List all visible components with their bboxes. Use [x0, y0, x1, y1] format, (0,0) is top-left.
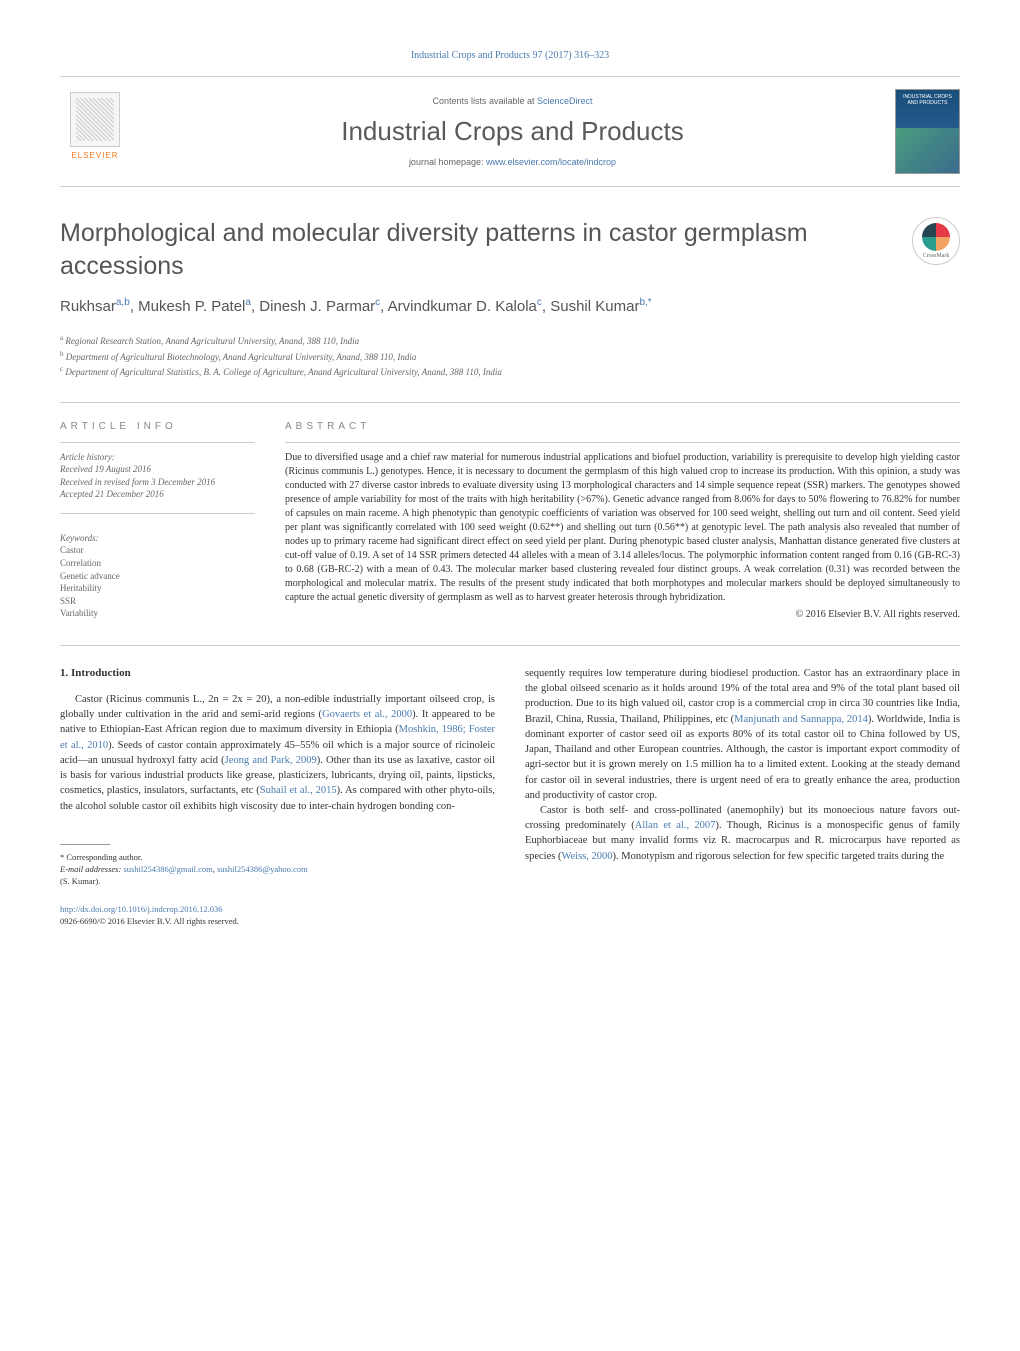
abstract-label: ABSTRACT	[285, 421, 960, 432]
accepted-date: Accepted 21 December 2016	[60, 488, 255, 501]
keywords-label: Keywords:	[60, 532, 255, 545]
ref-link[interactable]: Allan et al., 2007	[635, 820, 716, 831]
body-columns: 1. Introduction Castor (Ricinus communis…	[60, 666, 960, 927]
keyword-item: Correlation	[60, 557, 255, 570]
intro-paragraph-1-cont: sequently requires low temperature durin…	[525, 666, 960, 803]
history-label: Article history:	[60, 451, 255, 464]
divider	[60, 402, 960, 403]
page-container: Industrial Crops and Products 97 (2017) …	[0, 0, 1020, 977]
keyword-item: SSR	[60, 595, 255, 608]
journal-cover-image	[896, 128, 959, 173]
keyword-item: Genetic advance	[60, 570, 255, 583]
contents-prefix: Contents lists available at	[432, 96, 537, 106]
affiliation-line: c Department of Agricultural Statistics,…	[60, 364, 960, 380]
intro-heading: 1. Introduction	[60, 666, 495, 682]
contents-line: Contents lists available at ScienceDirec…	[130, 96, 895, 106]
journal-cover-thumbnail: INDUSTRIAL CROPS AND PRODUCTS	[895, 89, 960, 174]
keywords-list: CastorCorrelationGenetic advanceHeritabi…	[60, 544, 255, 620]
abstract-text: Due to diversified usage and a chief raw…	[285, 451, 960, 605]
title-row: Morphological and molecular diversity pa…	[60, 217, 960, 282]
intro-paragraph-2: Castor is both self- and cross-pollinate…	[525, 803, 960, 864]
elsevier-label: ELSEVIER	[71, 151, 118, 160]
copyright-line: © 2016 Elsevier B.V. All rights reserved…	[285, 609, 960, 620]
elsevier-tree-icon	[70, 92, 120, 147]
abstract-divider	[285, 442, 960, 443]
corr-author-name: (S. Kumar).	[60, 875, 495, 887]
body-column-right: sequently requires low temperature durin…	[525, 666, 960, 927]
ref-link[interactable]: Suhail et al., 2015	[260, 785, 337, 796]
body-column-left: 1. Introduction Castor (Ricinus communis…	[60, 666, 495, 927]
keyword-item: Variability	[60, 607, 255, 620]
article-history: Article history: Received 19 August 2016…	[60, 451, 255, 501]
keywords-block: Keywords: CastorCorrelationGenetic advan…	[60, 532, 255, 620]
keywords-divider	[60, 513, 255, 514]
article-info-column: ARTICLE INFO Article history: Received 1…	[60, 421, 255, 621]
journal-homepage: journal homepage: www.elsevier.com/locat…	[130, 157, 895, 167]
received-date: Received 19 August 2016	[60, 463, 255, 476]
affiliations: a Regional Research Station, Anand Agric…	[60, 333, 960, 380]
corr-label: * Corresponding author.	[60, 851, 495, 863]
journal-center: Contents lists available at ScienceDirec…	[130, 96, 895, 167]
elsevier-logo: ELSEVIER	[60, 92, 130, 172]
homepage-prefix: journal homepage:	[409, 157, 486, 167]
body-divider	[60, 645, 960, 646]
footer-separator	[60, 844, 110, 845]
authors-line: Rukhsara,b, Mukesh P. Patela, Dinesh J. …	[60, 297, 960, 315]
journal-header: ELSEVIER Contents lists available at Sci…	[60, 76, 960, 187]
affiliation-line: b Department of Agricultural Biotechnolo…	[60, 349, 960, 365]
info-abstract-row: ARTICLE INFO Article history: Received 1…	[60, 421, 960, 621]
abstract-column: ABSTRACT Due to diversified usage and a …	[285, 421, 960, 621]
citation-header: Industrial Crops and Products 97 (2017) …	[60, 50, 960, 61]
email-link-1[interactable]: sushil254386@gmail.com	[123, 864, 212, 874]
intro-paragraph-1: Castor (Ricinus communis L., 2n = 2x = 2…	[60, 692, 495, 814]
affiliation-line: a Regional Research Station, Anand Agric…	[60, 333, 960, 349]
sciencedirect-link[interactable]: ScienceDirect	[537, 96, 593, 106]
crossmark-icon	[922, 223, 950, 251]
crossmark-badge[interactable]: CrossMark	[912, 217, 960, 265]
issn-line: 0926-6690/© 2016 Elsevier B.V. All right…	[60, 915, 495, 927]
corr-emails: E-mail addresses: sushil254386@gmail.com…	[60, 863, 495, 875]
info-divider	[60, 442, 255, 443]
crossmark-label: CrossMark	[923, 253, 950, 259]
doi-link[interactable]: http://dx.doi.org/10.1016/j.indcrop.2016…	[60, 903, 495, 915]
article-info-label: ARTICLE INFO	[60, 421, 255, 432]
article-title: Morphological and molecular diversity pa…	[60, 217, 897, 282]
ref-link[interactable]: Govaerts et al., 2000	[322, 709, 412, 720]
corresponding-author: * Corresponding author. E-mail addresses…	[60, 851, 495, 888]
journal-name: Industrial Crops and Products	[130, 116, 895, 147]
keyword-item: Heritability	[60, 582, 255, 595]
homepage-link[interactable]: www.elsevier.com/locate/indcrop	[486, 157, 616, 167]
ref-link[interactable]: Weiss, 2000	[561, 851, 612, 862]
ref-link[interactable]: Manjunath and Sannappa, 2014	[734, 714, 868, 725]
revised-date: Received in revised form 3 December 2016	[60, 476, 255, 489]
email-link-2[interactable]: sushil254386@yahoo.com	[217, 864, 308, 874]
keyword-item: Castor	[60, 544, 255, 557]
ref-link[interactable]: Jeong and Park, 2009	[225, 755, 317, 766]
journal-cover-text: INDUSTRIAL CROPS AND PRODUCTS	[896, 90, 959, 110]
